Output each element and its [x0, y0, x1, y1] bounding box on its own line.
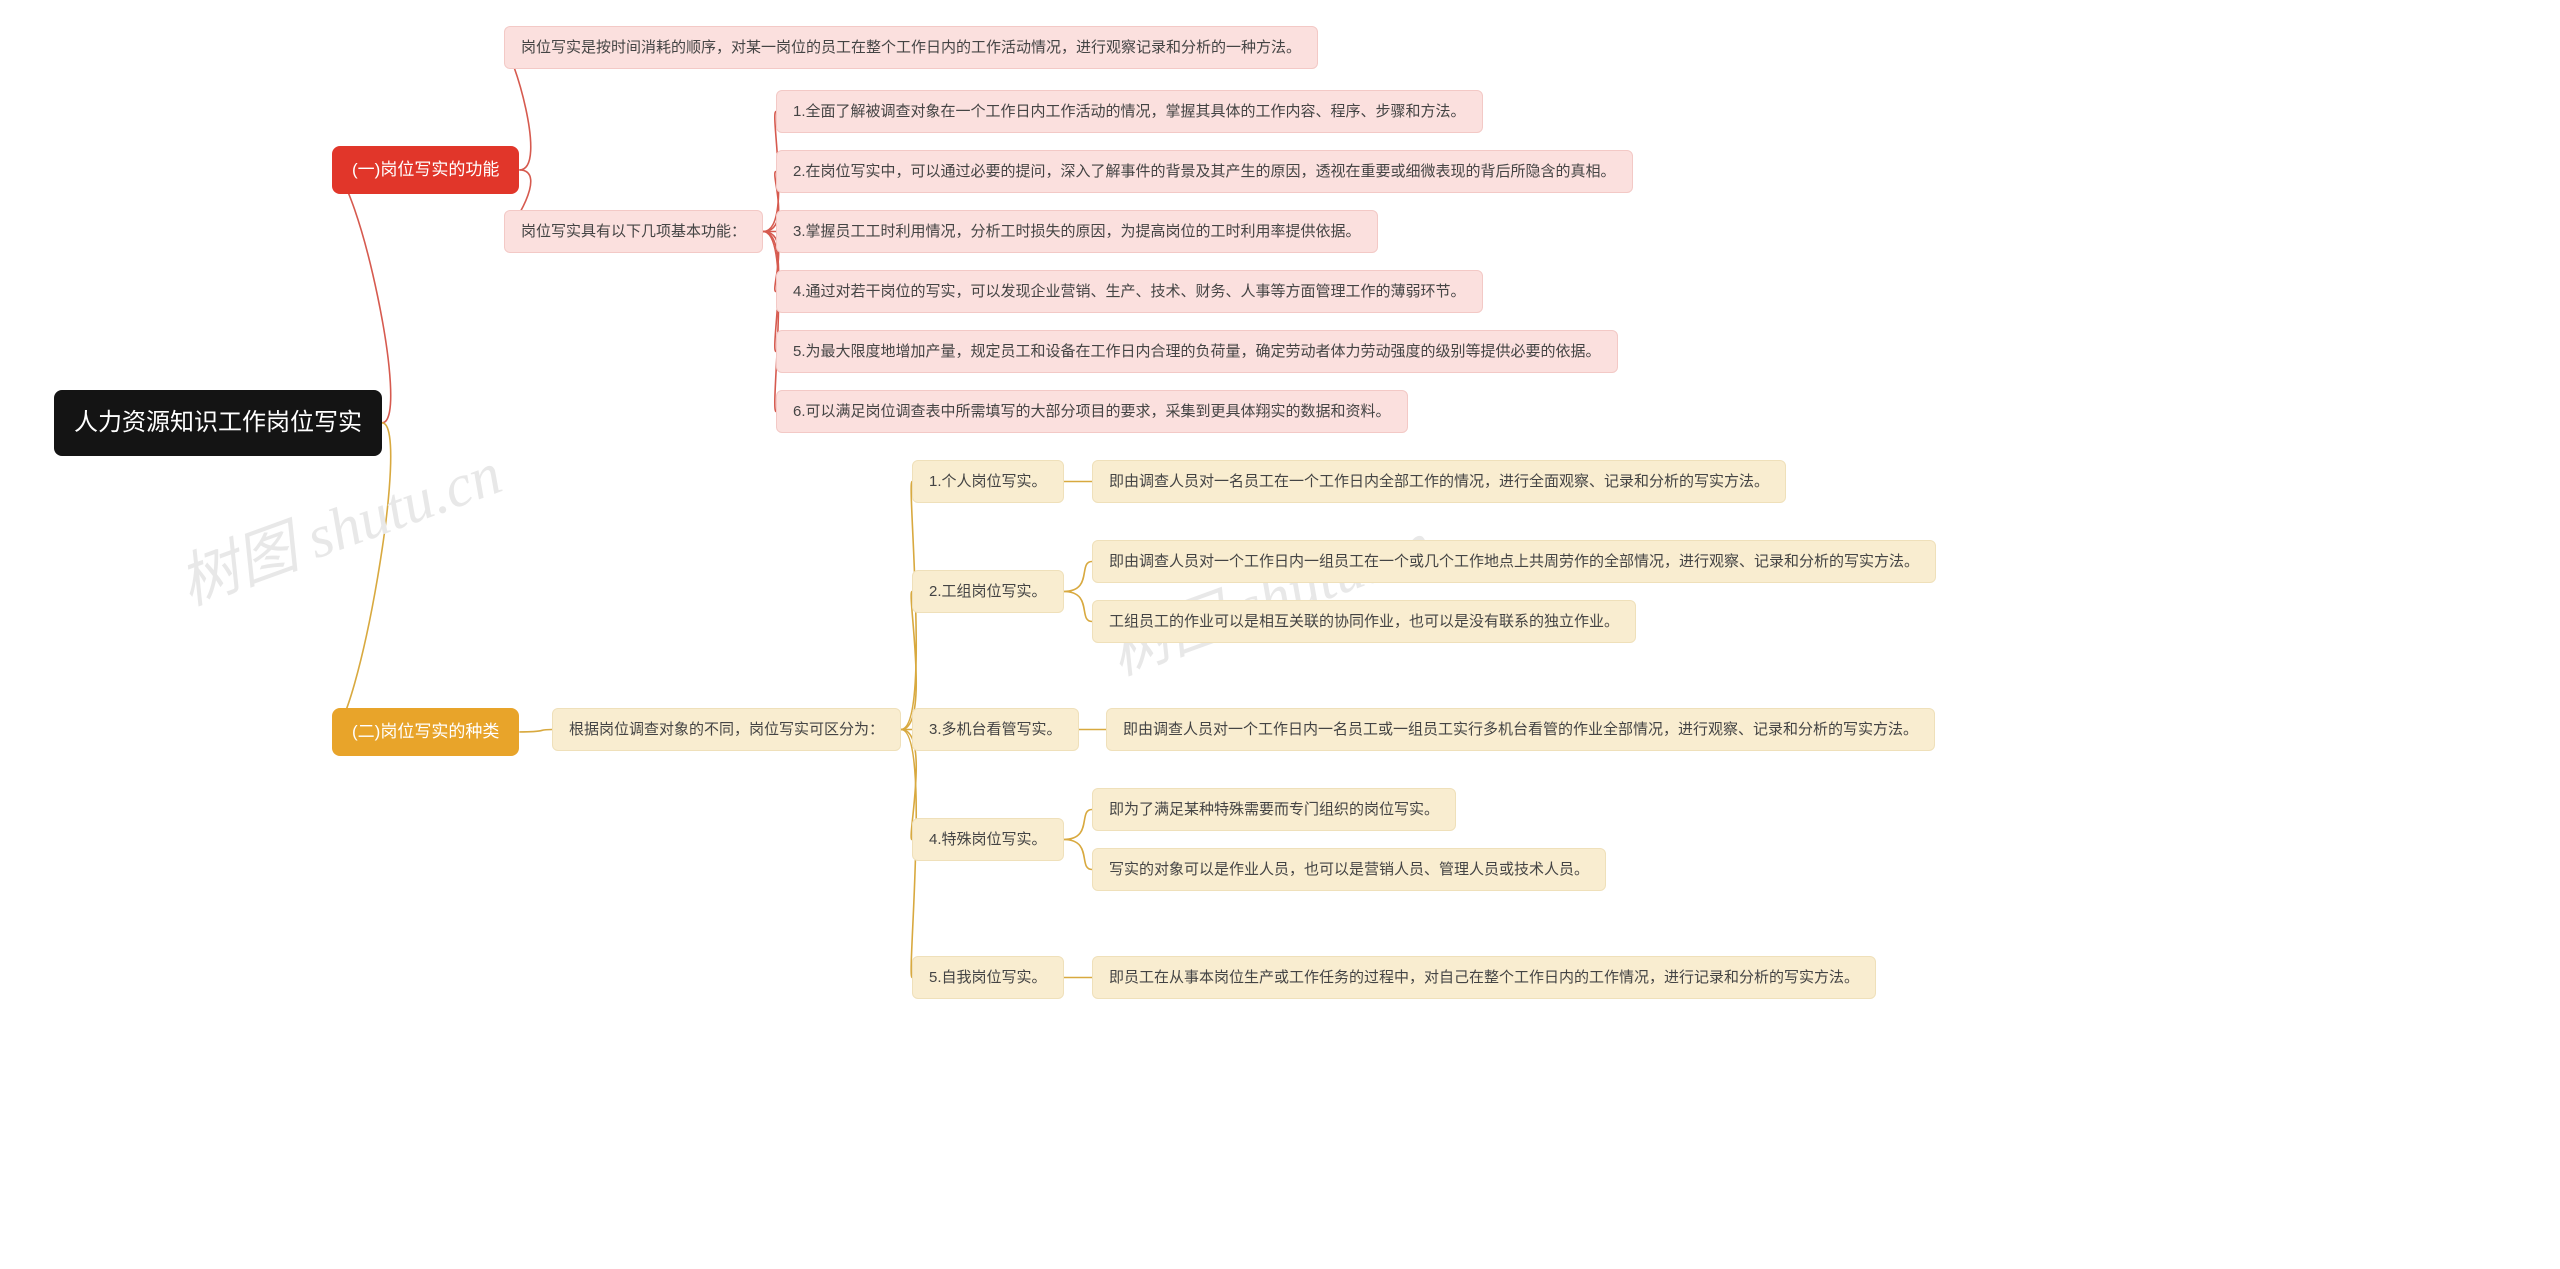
b2-type-label: 5.自我岗位写实。 — [912, 956, 1064, 999]
b2-type-label: 1.个人岗位写实。 — [912, 460, 1064, 503]
branch-2: (二)岗位写实的种类 — [332, 708, 519, 756]
b1-func-item: 4.通过对若干岗位的写实，可以发现企业营销、生产、技术、财务、人事等方面管理工作… — [776, 270, 1483, 313]
b2-type-child: 写实的对象可以是作业人员，也可以是营销人员、管理人员或技术人员。 — [1092, 848, 1606, 891]
b1-func-item: 5.为最大限度地增加产量，规定员工和设备在工作日内合理的负荷量，确定劳动者体力劳… — [776, 330, 1618, 373]
b2-type-child: 即为了满足某种特殊需要而专门组织的岗位写实。 — [1092, 788, 1456, 831]
b2-type-label: 2.工组岗位写实。 — [912, 570, 1064, 613]
b2-type-child: 即员工在从事本岗位生产或工作任务的过程中，对自己在整个工作日内的工作情况，进行记… — [1092, 956, 1876, 999]
b2-intro: 根据岗位调查对象的不同，岗位写实可区分为： — [552, 708, 901, 751]
b2-type-label: 4.特殊岗位写实。 — [912, 818, 1064, 861]
b1-func-item: 6.可以满足岗位调查表中所需填写的大部分项目的要求，采集到更具体翔实的数据和资料… — [776, 390, 1408, 433]
b2-type-label: 3.多机台看管写实。 — [912, 708, 1079, 751]
b2-type-child: 工组员工的作业可以是相互关联的协同作业，也可以是没有联系的独立作业。 — [1092, 600, 1636, 643]
b1-functions-label: 岗位写实具有以下几项基本功能： — [504, 210, 763, 253]
b1-func-item: 2.在岗位写实中，可以通过必要的提问，深入了解事件的背景及其产生的原因，透视在重… — [776, 150, 1633, 193]
b2-type-child: 即由调查人员对一个工作日内一组员工在一个或几个工作地点上共周劳作的全部情况，进行… — [1092, 540, 1936, 583]
branch-1: (一)岗位写实的功能 — [332, 146, 519, 194]
root-node: 人力资源知识工作岗位写实 — [54, 390, 382, 456]
b1-func-item: 1.全面了解被调查对象在一个工作日内工作活动的情况，掌握其具体的工作内容、程序、… — [776, 90, 1483, 133]
b2-type-child: 即由调查人员对一个工作日内一名员工或一组员工实行多机台看管的作业全部情况，进行观… — [1106, 708, 1935, 751]
b1-definition: 岗位写实是按时间消耗的顺序，对某一岗位的员工在整个工作日内的工作活动情况，进行观… — [504, 26, 1318, 69]
watermark: 树图 shutu.cn — [1095, 495, 1441, 692]
b1-func-item: 3.掌握员工工时利用情况，分析工时损失的原因，为提高岗位的工时利用率提供依据。 — [776, 210, 1378, 253]
b2-type-child: 即由调查人员对一名员工在一个工作日内全部工作的情况，进行全面观察、记录和分析的写… — [1092, 460, 1786, 503]
